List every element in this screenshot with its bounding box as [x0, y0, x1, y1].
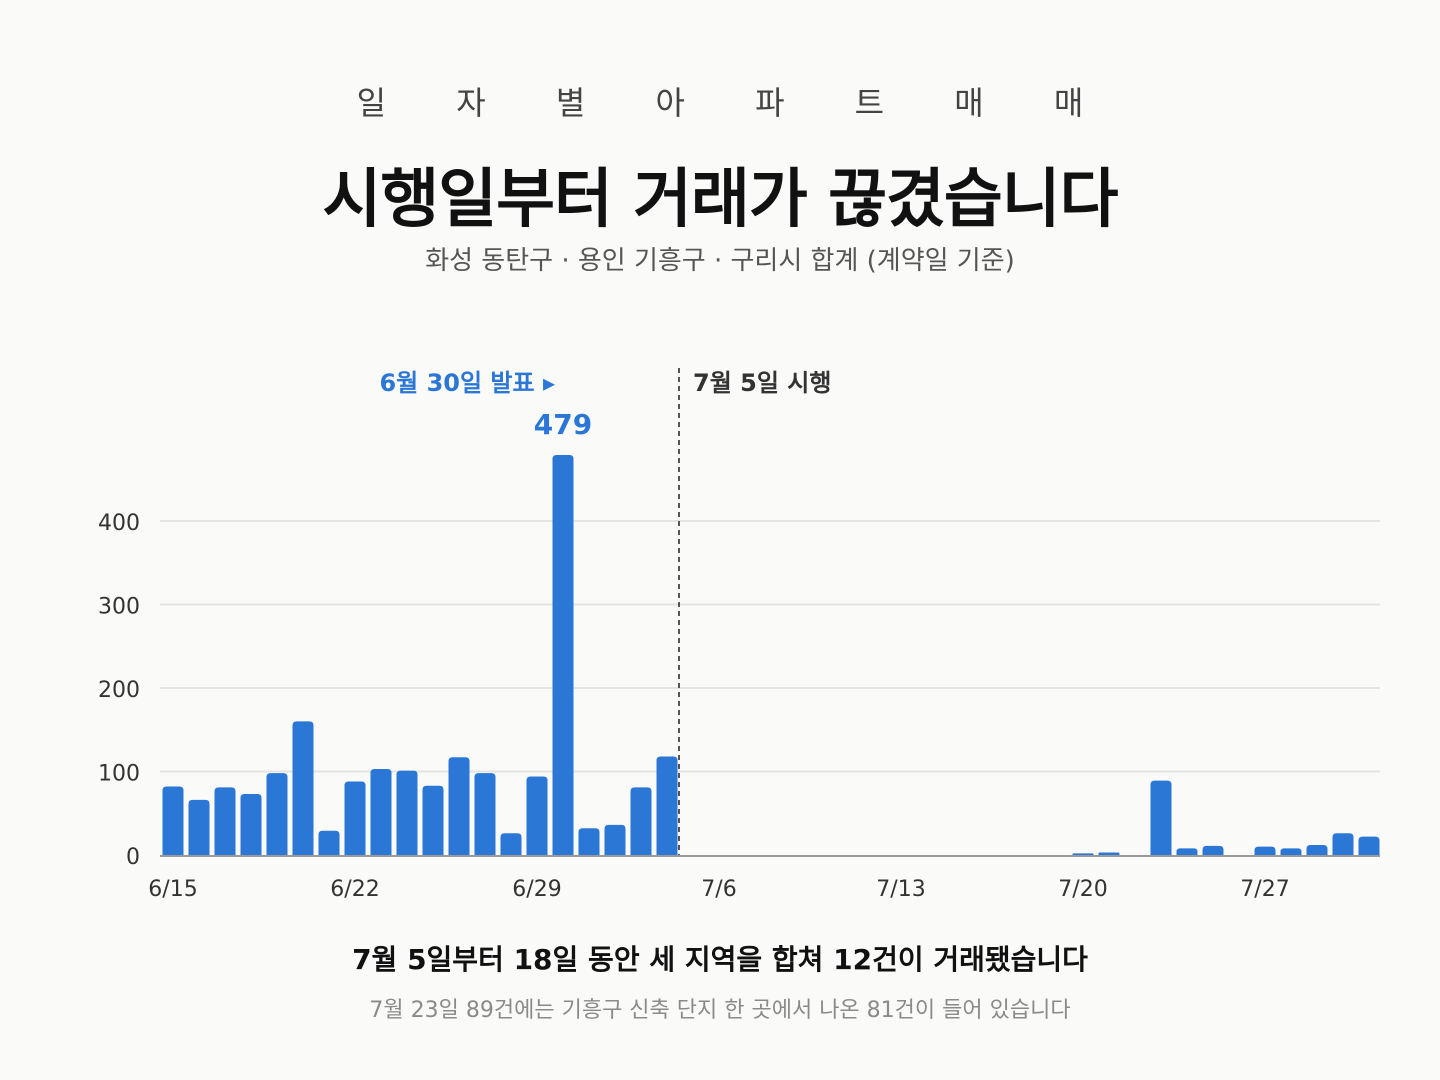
- bar-7-24: [1176, 848, 1198, 855]
- bar-6-27: [474, 773, 496, 855]
- x-tick-label-7-27: 7/27: [1240, 877, 1289, 902]
- bar-6-15: [162, 786, 184, 855]
- x-tick-label-7-20: 7/20: [1058, 877, 1107, 902]
- y-tick-label-300: 300: [98, 594, 140, 619]
- bar-7-30: [1332, 833, 1354, 855]
- bar-6-17: [214, 787, 236, 855]
- bar-6-22: [344, 781, 366, 855]
- bar-6-16: [188, 799, 210, 855]
- y-tick-label-400: 400: [98, 511, 140, 536]
- bar-6-25: [422, 785, 444, 855]
- footer-main-note: 7월 5일부터 18일 동안 세 지역을 합쳐 12건이 거래됐습니다: [352, 943, 1088, 976]
- bar-6-24: [396, 770, 418, 855]
- x-tick-label-6-22: 6/22: [330, 877, 379, 902]
- y-tick-label-200: 200: [98, 678, 140, 703]
- bar-6-26: [448, 757, 470, 855]
- bar-7-28: [1280, 848, 1302, 855]
- x-tick-label-7-6: 7/6: [701, 877, 736, 902]
- y-tick-label-0: 0: [126, 845, 140, 870]
- bar-7-21: [1098, 852, 1120, 855]
- y-tick-label-100: 100: [98, 761, 140, 786]
- bar-6-23: [370, 768, 392, 855]
- bar-7-31: [1358, 836, 1380, 855]
- bar-6-20: [292, 721, 314, 855]
- bar-6-28: [500, 833, 522, 855]
- bar-6-18: [240, 794, 262, 855]
- bar-6-19: [266, 773, 288, 855]
- peak-data-label: 479: [534, 408, 592, 441]
- chart-title: 시행일부터 거래가 끊겼습니다: [322, 163, 1118, 237]
- bar-7-25: [1202, 845, 1224, 855]
- announcement-annotation: 6월 30일 발표 ▸: [379, 369, 555, 397]
- bar-7-27: [1254, 846, 1276, 855]
- bar-7-4: [656, 756, 678, 855]
- bar-7-2: [604, 824, 626, 855]
- bar-7-20: [1072, 853, 1094, 855]
- bar-7-29: [1306, 844, 1328, 855]
- bar-7-3: [630, 787, 652, 855]
- bar-7-23: [1150, 780, 1172, 855]
- bar-6-21: [318, 830, 340, 855]
- bar-6-29: [526, 776, 548, 855]
- chart-kicker: 일 자 별 아 파 트 매 매: [356, 84, 1114, 122]
- bar-6-30: [552, 455, 574, 855]
- bar-7-1: [578, 828, 600, 855]
- enforcement-annotation: 7월 5일 시행: [693, 369, 831, 397]
- chart-subtitle: 화성 동탄구 · 용인 기흥구 · 구리시 합계 (계약일 기준): [425, 246, 1015, 276]
- x-tick-label-6-15: 6/15: [148, 877, 197, 902]
- footer-sub-note: 7월 23일 89건에는 기흥구 신축 단지 한 곳에서 나온 81건이 들어 …: [369, 998, 1071, 1023]
- x-tick-label-7-13: 7/13: [876, 877, 925, 902]
- x-tick-label-6-29: 6/29: [512, 877, 561, 902]
